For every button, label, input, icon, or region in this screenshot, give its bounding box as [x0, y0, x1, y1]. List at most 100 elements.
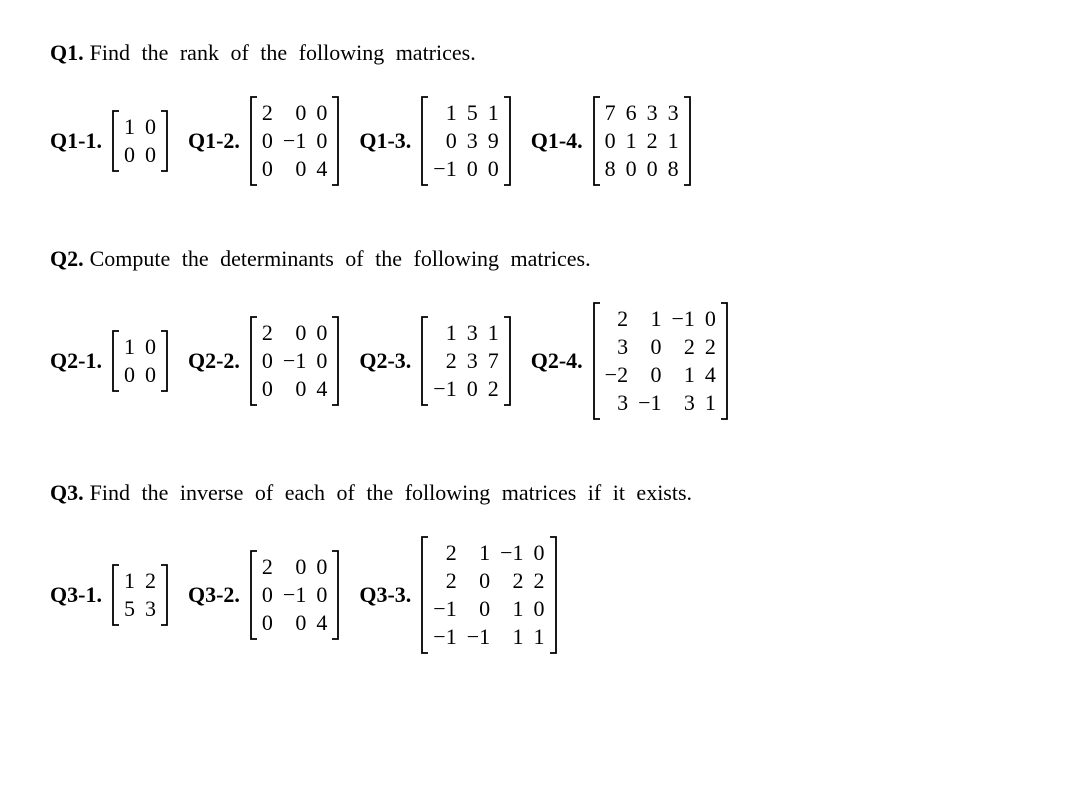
- sub-question: Q2-2. 2000−10004: [188, 316, 339, 406]
- matrix-cell: 0: [433, 128, 456, 154]
- matrix-cell: 3: [145, 596, 156, 622]
- matrix-body: 1000: [120, 114, 160, 168]
- matrix-cell: −1: [433, 624, 456, 650]
- matrix-body: 1000: [120, 334, 160, 388]
- sub-question: Q3-1.1253: [50, 564, 168, 626]
- matrix-cell: 3: [467, 348, 478, 374]
- matrix-cell: 0: [488, 156, 499, 182]
- matrix-cell: 0: [316, 582, 327, 608]
- matrix-body: 2000−10004: [258, 100, 331, 182]
- matrix-cell: 0: [316, 320, 327, 346]
- matrix-cell: 0: [262, 582, 273, 608]
- matrix: 21−103022−20143−131: [593, 302, 728, 420]
- matrix: 2000−10004: [250, 550, 339, 640]
- matrix-cell: 2: [145, 568, 156, 594]
- question-text: Find the rank of the following matrices.: [90, 40, 476, 65]
- matrix-cell: 2: [647, 128, 658, 154]
- matrix-body: 21−102022−1010−1−111: [429, 540, 548, 650]
- matrix-cell: 5: [467, 100, 478, 126]
- matrix-cell: 0: [316, 100, 327, 126]
- matrix-cell: −1: [283, 582, 306, 608]
- matrix-cell: −1: [283, 128, 306, 154]
- matrix: 763301218008: [593, 96, 691, 186]
- matrix-cell: 4: [705, 362, 716, 388]
- matrix-cell: 0: [638, 362, 661, 388]
- matrix-cell: 0: [467, 156, 478, 182]
- sub-question: Q2-4.21−103022−20143−131: [531, 302, 728, 420]
- matrix-cell: 3: [467, 128, 478, 154]
- question-title: Q2.Compute the determinants of the follo…: [50, 246, 1019, 272]
- matrix-cell: 1: [488, 100, 499, 126]
- matrix-body: 151039−100: [429, 100, 502, 182]
- matrix-cell: 0: [316, 128, 327, 154]
- matrix-cell: 0: [262, 156, 273, 182]
- matrix-cell: 1: [433, 320, 456, 346]
- matrix-cell: −1: [467, 624, 490, 650]
- matrix-cell: 0: [534, 596, 545, 622]
- matrix-body: 2000−10004: [258, 320, 331, 402]
- matrix-cell: 2: [262, 320, 273, 346]
- matrix-cell: 0: [145, 334, 156, 360]
- matrix-cell: 0: [283, 320, 306, 346]
- sub-question: Q2-3.131237−102: [359, 316, 510, 406]
- matrix-cell: 0: [467, 568, 490, 594]
- matrix-cell: −1: [433, 156, 456, 182]
- matrix: 131237−102: [421, 316, 510, 406]
- matrix-cell: 7: [488, 348, 499, 374]
- matrix-cell: 0: [705, 306, 716, 332]
- matrix-cell: 0: [316, 348, 327, 374]
- matrix-cell: 6: [626, 100, 637, 126]
- sub-question: Q3-3.21−102022−1010−1−111: [359, 536, 556, 654]
- matrix-cell: −1: [433, 376, 456, 402]
- matrix-body: 21−103022−20143−131: [601, 306, 720, 416]
- matrix-cell: −1: [500, 540, 523, 566]
- matrix-cell: 0: [283, 156, 306, 182]
- matrix-cell: 7: [605, 100, 616, 126]
- matrix-cell: 0: [262, 376, 273, 402]
- matrix-cell: 0: [145, 114, 156, 140]
- matrix-cell: 2: [433, 348, 456, 374]
- matrix: 151039−100: [421, 96, 510, 186]
- matrix-body: 763301218008: [601, 100, 683, 182]
- matrix-cell: 4: [316, 610, 327, 636]
- matrix-cell: 2: [500, 568, 523, 594]
- sub-row: Q3-1.1253Q3-2.2000−10004Q3-3.21−102022−1…: [50, 536, 1019, 654]
- matrix-cell: 2: [433, 568, 456, 594]
- matrix-cell: 3: [605, 390, 628, 416]
- matrix-cell: 2: [605, 306, 628, 332]
- sub-label: Q2-3.: [359, 348, 411, 374]
- matrix: 21−102022−1010−1−111: [421, 536, 556, 654]
- matrix-cell: 0: [283, 610, 306, 636]
- matrix: 2000−10004: [250, 96, 339, 186]
- matrix-cell: 9: [488, 128, 499, 154]
- sub-label: Q1-4.: [531, 128, 583, 154]
- matrix-cell: 0: [124, 142, 135, 168]
- sub-label: Q1-3.: [359, 128, 411, 154]
- matrix-cell: 0: [124, 362, 135, 388]
- matrix-cell: 1: [500, 624, 523, 650]
- matrix-cell: 0: [534, 540, 545, 566]
- matrix: 1000: [112, 330, 168, 392]
- matrix-cell: −1: [672, 306, 695, 332]
- question-title: Q3.Find the inverse of each of the follo…: [50, 480, 1019, 506]
- matrix-cell: 3: [647, 100, 658, 126]
- sub-label: Q2-1.: [50, 348, 102, 374]
- question: Q1.Find the rank of the following matric…: [50, 40, 1019, 186]
- sub-row: Q2-1.1000Q2-2.2000−10004Q2-3.131237−102Q…: [50, 302, 1019, 420]
- matrix-cell: 2: [672, 334, 695, 360]
- matrix-cell: 0: [283, 100, 306, 126]
- matrix-cell: 1: [534, 624, 545, 650]
- sub-label: Q2-2.: [188, 348, 240, 374]
- question-label: Q1.: [50, 40, 84, 65]
- matrix-cell: 3: [467, 320, 478, 346]
- sub-label: Q1-2.: [188, 128, 240, 154]
- matrix-cell: 1: [500, 596, 523, 622]
- question: Q2.Compute the determinants of the follo…: [50, 246, 1019, 420]
- matrix-cell: 3: [668, 100, 679, 126]
- matrix-cell: 0: [638, 334, 661, 360]
- matrix-cell: 0: [262, 128, 273, 154]
- matrix-cell: 8: [668, 156, 679, 182]
- matrix-cell: 5: [124, 596, 135, 622]
- question-text: Compute the determinants of the followin…: [90, 246, 591, 271]
- matrix-cell: 1: [626, 128, 637, 154]
